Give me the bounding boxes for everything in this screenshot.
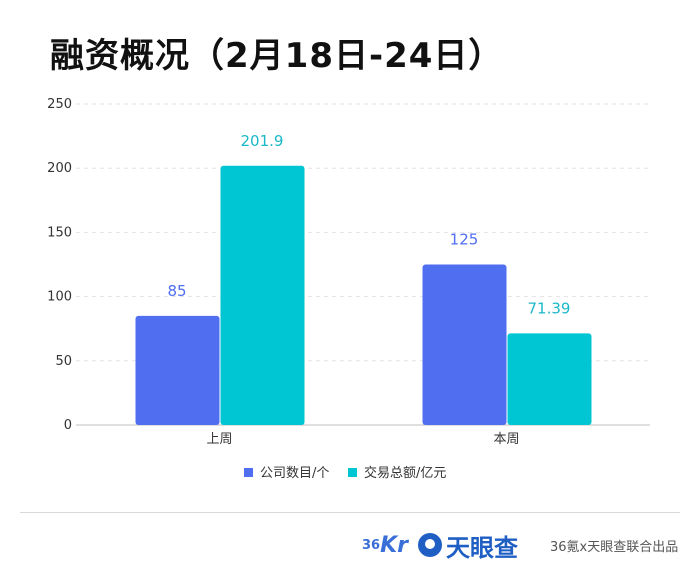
footer-divider <box>20 512 680 513</box>
y-tick-label: 50 <box>55 354 72 369</box>
legend-swatch <box>244 468 253 477</box>
y-tick-label: 150 <box>47 225 72 240</box>
bar <box>422 264 507 425</box>
logo-36kr: 36 Kr <box>362 528 408 562</box>
y-tick-label: 250 <box>47 97 72 112</box>
data-label: 201.9 <box>241 132 284 150</box>
logo-tianyancha: 天眼查 <box>418 528 518 562</box>
x-tick-label: 上周 <box>206 432 232 447</box>
legend-label: 交易总额/亿元 <box>364 465 446 481</box>
data-label: 85 <box>167 282 186 300</box>
logo-36kr-number: 36 <box>362 537 381 553</box>
footer-credit: 36氪x天眼查联合出品 <box>550 539 679 555</box>
legend-label: 公司数目/个 <box>260 466 329 481</box>
tianyancha-logo-icon <box>418 533 442 557</box>
y-tick-label: 100 <box>47 290 72 305</box>
logo-36kr-letters: Kr <box>380 532 408 558</box>
x-tick-label: 本周 <box>493 432 519 447</box>
y-tick-label: 0 <box>64 418 72 433</box>
data-label: 71.39 <box>528 299 571 317</box>
chart-title: 融资概况（2月18日-24日） <box>50 36 504 76</box>
bar-chart: 0 50 100 150 200 250 85 201.9 上周 125 71.39 本周公司数目/个… <box>47 97 650 481</box>
legend-swatch <box>348 468 357 477</box>
data-label: 125 <box>450 231 479 249</box>
bar <box>220 165 305 425</box>
bar <box>507 333 592 425</box>
logo-tianyancha-text: 天眼查 <box>446 533 518 562</box>
bar <box>135 315 220 425</box>
y-tick-label: 200 <box>47 161 72 176</box>
